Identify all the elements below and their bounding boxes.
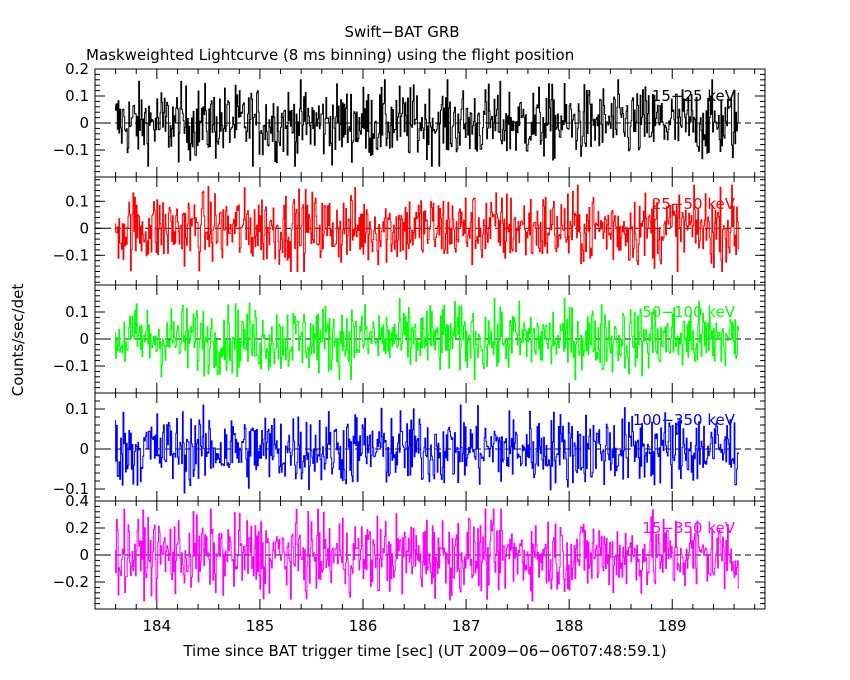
y-tick-label: 0 <box>79 330 89 348</box>
x-tick-label: 186 <box>349 617 378 635</box>
series-label: 25−50 keV <box>652 195 736 213</box>
y-tick-label: −0.2 <box>53 573 89 591</box>
panel-0: 0.2 0.1 0 −0.1 15−25 keV <box>53 60 766 178</box>
y-tick-label: −0.1 <box>53 357 89 375</box>
panel-3: 0.1 0 −0.1 100−350 keV <box>53 392 766 502</box>
y-tick-label: 0.4 <box>65 492 89 510</box>
y-tick-label: −0.1 <box>53 246 89 264</box>
x-axis-label: Time since BAT trigger time [sec] (UT 20… <box>182 642 666 660</box>
series-label: 15−350 keV <box>642 519 735 537</box>
x-tick-label: 189 <box>658 617 687 635</box>
series-line <box>115 79 739 167</box>
panel-4: 0.4 0.2 0 −0.2 15−350 keV <box>53 492 766 610</box>
series-label: 100−350 keV <box>633 411 736 429</box>
y-tick-label: −0.1 <box>53 141 89 159</box>
y-tick-label: 0 <box>79 219 89 237</box>
x-tick-label: 187 <box>452 617 481 635</box>
y-tick-label: 0.1 <box>65 400 89 418</box>
y-tick-label: −0.1 <box>53 480 89 498</box>
y-tick-label: 0 <box>79 440 89 458</box>
chart-title: Swift−BAT GRB <box>344 23 459 41</box>
y-tick-label: 0.1 <box>65 303 89 321</box>
panel-1: 0.1 0 −0.1 25−50 keV <box>53 176 766 286</box>
series-line <box>115 404 739 494</box>
x-tick-label: 184 <box>143 617 172 635</box>
y-tick-label: 0.1 <box>65 192 89 210</box>
y-axis-label: Counts/sec/det <box>9 284 27 397</box>
panel-2: 0.1 0 −0.1 50−100 keV <box>53 284 766 394</box>
x-tick-label: 185 <box>246 617 275 635</box>
series-line <box>115 298 739 380</box>
x-tick-label: 188 <box>555 617 584 635</box>
series-line <box>115 508 739 602</box>
y-tick-label: 0.1 <box>65 87 89 105</box>
series-line <box>115 184 739 272</box>
series-label: 15−25 keV <box>652 87 736 105</box>
y-tick-label: 0 <box>79 546 89 564</box>
y-tick-label: 0.2 <box>65 519 89 537</box>
chart-subtitle: Maskweighted Lightcurve (8 ms binning) u… <box>86 46 574 64</box>
series-label: 50−100 keV <box>642 303 735 321</box>
y-tick-label: 0 <box>79 114 89 132</box>
y-tick-label: 0.2 <box>65 60 89 78</box>
